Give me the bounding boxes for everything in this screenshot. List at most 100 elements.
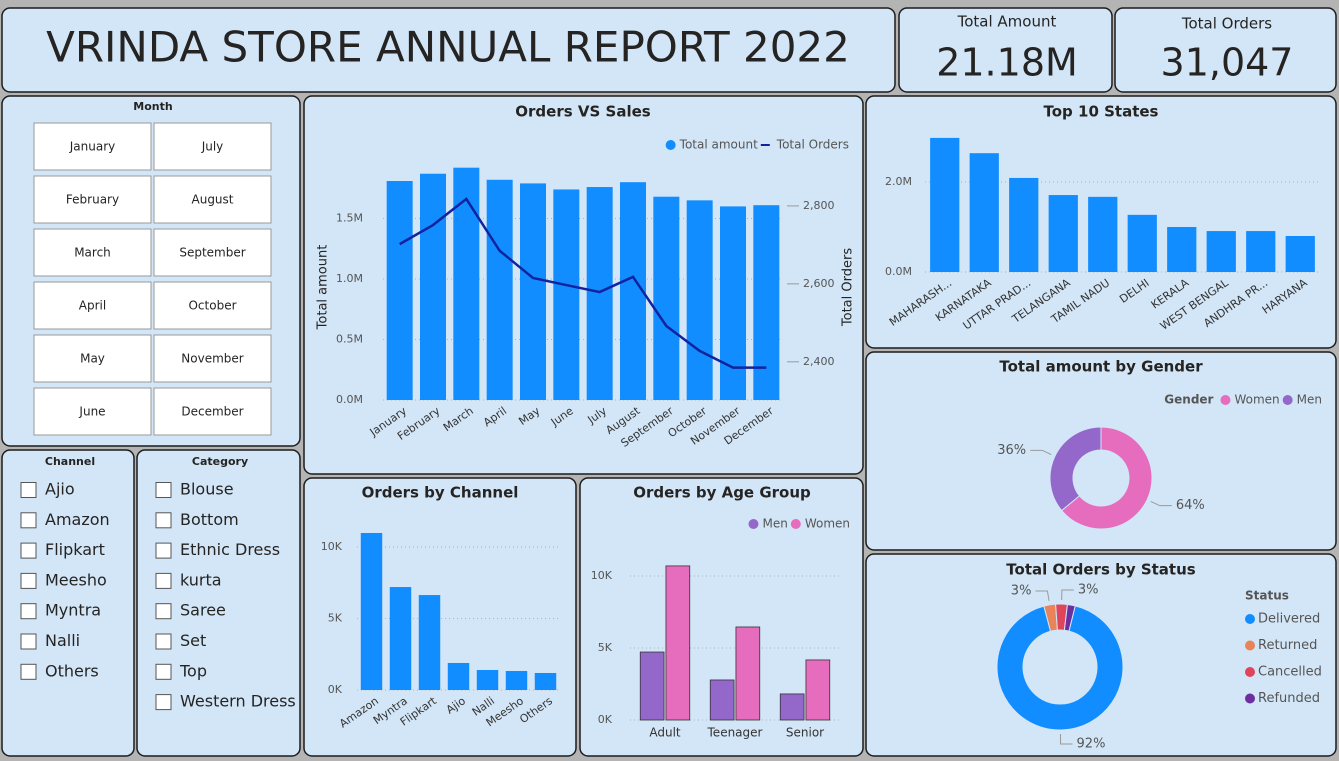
bar [969,153,999,272]
month-label[interactable]: June [78,405,105,419]
checkbox[interactable] [155,512,172,529]
donut-slice [996,605,1124,731]
bar [753,205,780,400]
month-label[interactable]: February [66,193,119,207]
bar [1246,231,1276,272]
month-button[interactable] [33,228,152,277]
month-label[interactable]: December [181,405,243,419]
legend-title: Gender [1164,393,1213,407]
data-label: 64% [1176,498,1205,513]
checkbox-label[interactable]: Saree [180,601,226,620]
month-label[interactable]: April [79,299,106,313]
x-tick-label: Teenager [707,726,763,740]
checkbox-label[interactable]: Others [45,661,99,680]
data-label: 36% [997,443,1026,458]
checkbox[interactable] [20,482,37,498]
checkbox[interactable] [155,603,172,620]
checkbox[interactable] [155,542,172,559]
legend-marker [1220,395,1231,405]
checkbox-label[interactable]: Meesho [45,570,107,589]
y2-tick-label: 2,400 [803,355,835,368]
month-button[interactable] [153,122,272,171]
month-button[interactable] [153,281,272,330]
data-label: 92% [1077,736,1106,751]
month-label[interactable]: September [179,246,245,260]
chart-panel [865,351,1337,551]
month-button[interactable] [33,122,152,171]
slicer-panel [136,449,301,757]
checkbox[interactable] [155,633,172,650]
y-axis-title: Total amount [316,245,331,331]
checkbox[interactable] [20,572,37,589]
checkbox-label[interactable]: Ethnic Dress [180,540,280,559]
bar [779,693,805,721]
checkbox[interactable] [155,572,172,589]
legend-marker [1245,640,1255,651]
month-label[interactable]: January [69,140,116,154]
checkbox[interactable] [155,694,172,711]
checkbox-label[interactable]: Blouse [180,480,234,499]
legend-label: Women [1234,393,1279,407]
bar [930,137,960,272]
legend-label: Total Orders [776,138,849,152]
checkbox-label[interactable]: Myntra [45,601,101,620]
month-button[interactable] [33,281,152,330]
month-button[interactable] [153,228,272,277]
bar [386,180,413,400]
month-button[interactable] [153,387,272,436]
checkbox[interactable] [20,633,37,650]
checkbox-label[interactable]: Top [179,661,207,680]
x-tick-label: Adult [649,726,681,740]
checkbox-label[interactable]: Nalli [45,631,80,650]
legend-marker [748,519,759,529]
checkbox[interactable] [155,663,172,680]
x-tick-label: Senior [786,726,824,740]
y-tick-label: 0.0M [885,265,912,278]
bar [1088,196,1118,272]
month-button[interactable] [33,175,152,224]
month-button[interactable] [33,334,152,383]
month-label[interactable]: March [74,246,111,260]
month-label[interactable]: November [181,352,243,366]
y-tick-label: 0.0M [336,393,363,406]
checkbox-label[interactable]: Western Dress [180,692,296,711]
checkbox-label[interactable]: Amazon [45,510,110,529]
bar [476,669,499,690]
checkbox[interactable] [20,542,37,559]
month-label[interactable]: July [201,140,224,154]
bar [1048,195,1078,272]
month-label[interactable]: October [188,299,236,313]
chart-title: Top 10 States [1044,103,1159,121]
bar [520,183,546,400]
slicer-title: Month [133,100,172,113]
bar [420,173,446,400]
month-label[interactable]: August [192,193,234,207]
month-button[interactable] [153,175,272,224]
bar [686,200,713,400]
kpi-panel [898,7,1113,93]
y2-tick-label: 2,800 [803,199,835,212]
legend-marker [1245,693,1255,704]
y-tick-label: 10K [591,569,613,582]
checkbox-label[interactable]: kurta [180,570,222,589]
checkbox-label[interactable]: Ajio [45,480,75,499]
slicer-title: Channel [45,455,95,468]
chart-title: Orders by Age Group [633,484,811,502]
month-button[interactable] [33,387,152,436]
month-label[interactable]: May [80,352,105,366]
chart-title: Orders by Channel [362,484,519,502]
checkbox-label[interactable]: Set [180,631,206,650]
y-tick-label: 0K [328,683,343,696]
y2-axis-title: Total Orders [841,248,856,327]
month-button[interactable] [153,334,272,383]
title-panel [1,7,896,93]
checkbox[interactable] [20,663,37,680]
checkbox-label[interactable]: Flipkart [45,540,105,559]
checkbox[interactable] [20,512,37,529]
bar [805,659,831,721]
bar [653,196,680,400]
checkbox-label[interactable]: Bottom [180,510,239,529]
checkbox[interactable] [155,482,172,498]
checkbox[interactable] [20,603,37,620]
